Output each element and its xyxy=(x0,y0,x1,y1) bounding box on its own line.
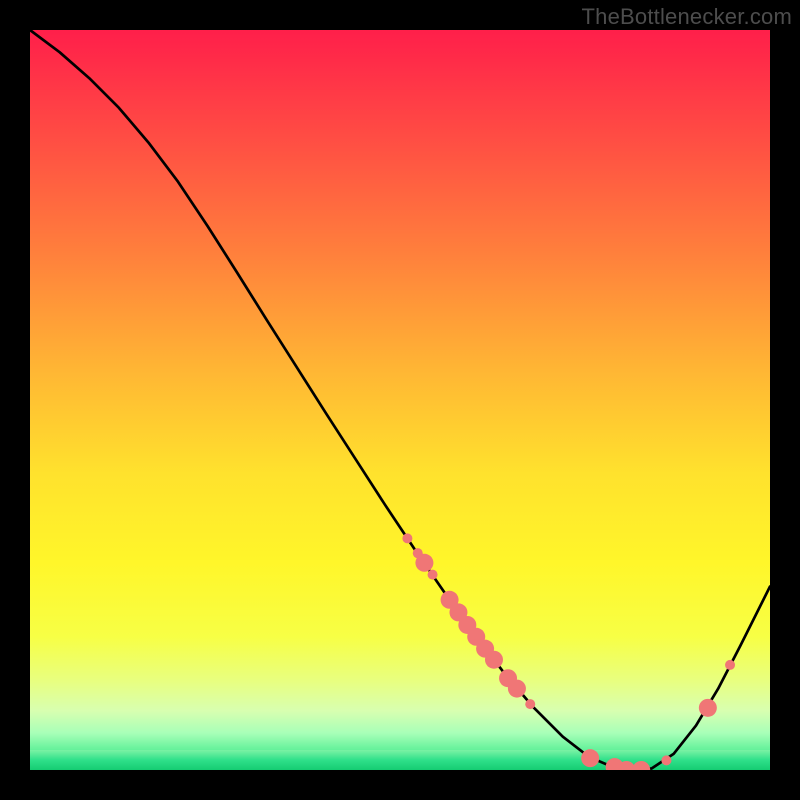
watermark-text: TheBottlenecker.com xyxy=(582,4,792,30)
plot-area xyxy=(30,30,770,770)
chart-stage: TheBottlenecker.com xyxy=(0,0,800,800)
gradient-background xyxy=(30,30,770,770)
green-bottom-strip xyxy=(30,750,770,770)
